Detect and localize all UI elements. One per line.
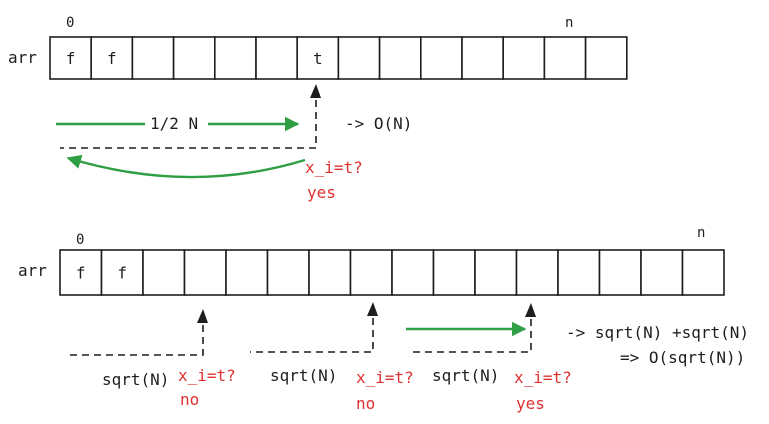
top-cell [131,36,175,80]
jump-1-arrowhead [197,309,208,323]
bottom-cell [557,249,601,296]
top-array-label: arr [8,48,37,67]
bottom-cell [391,249,435,296]
bottom-cell [100,249,144,296]
jump-3-arrowhead [525,303,536,317]
top-cell-value: f [66,49,76,68]
top-cell [172,36,216,80]
bottom-cell [225,249,269,296]
jump-3-check-label: x_i=t? [514,368,572,387]
top-cell [461,36,505,80]
top-cell [543,36,587,80]
top-return-arrow [66,154,306,179]
jump-2-check-label: x_i=t? [356,368,414,387]
top-cell [502,36,546,80]
bottom-cell [266,249,310,296]
bottom-index-end: n [697,225,705,241]
jump-3: sqrt(N) x_i=t? yes [406,303,572,413]
bottom-index-start: 0 [76,232,84,248]
jump-2: sqrt(N) x_i=t? no [250,302,414,413]
jump-3-dashed-line [410,319,532,353]
jump-2-dashed-line [250,318,374,353]
top-cell [419,36,463,80]
bottom-cell-value: f [117,264,127,283]
bottom-cell [183,249,227,296]
bottom-cell [640,249,684,296]
jump-1: sqrt(N) x_i=t? no [68,309,236,409]
top-pointer-arrowhead [310,84,321,98]
bottom-cell [432,249,476,296]
bottom-cell [308,249,352,296]
top-cell [255,36,299,80]
bottom-cell [515,249,559,296]
top-cell [90,36,134,80]
bottom-complexity-line2: => O(sqrt(N)) [620,348,745,367]
jump-1-dashed-line [68,325,204,356]
top-walk-label: 1/2 N [150,114,198,133]
bottom-cell [681,249,725,296]
bottom-array-label: arr [18,261,47,280]
bottom-cell [474,249,518,296]
bottom-cell [349,249,393,296]
top-cell [337,36,381,80]
top-diagram: arr 0 n f f t 1/2 N -> O(N) x_i=t? yes [8,15,628,202]
bottom-cell-value: f [76,264,86,283]
bottom-cell [598,249,642,296]
jump-3-step-label: sqrt(N) [432,366,499,385]
top-pointer-dashed-line [60,100,317,149]
top-index-start: 0 [66,15,74,31]
top-cell [214,36,257,80]
jump-2-step-label: sqrt(N) [270,366,337,385]
bottom-cell [59,249,103,296]
top-cell [378,36,422,80]
top-cell [584,36,628,80]
bottom-complexity-line1: -> sqrt(N) +sqrt(N) [566,323,749,342]
top-complexity: -> O(N) [345,114,412,133]
jump-1-step-label: sqrt(N) [102,370,169,389]
jump-1-result: no [180,390,199,409]
jump-3-result: yes [516,394,545,413]
jump-1-check-label: x_i=t? [178,366,236,385]
top-check-label: x_i=t? [305,158,363,177]
jump-2-result: no [356,394,375,413]
top-cell [296,36,340,80]
top-cell [49,36,93,80]
bottom-cell [142,249,186,296]
top-cell-value: f [107,49,117,68]
top-index-end: n [565,15,573,31]
jump-2-arrowhead [367,302,378,316]
top-cell-value: t [313,49,323,68]
top-check-result: yes [307,183,336,202]
